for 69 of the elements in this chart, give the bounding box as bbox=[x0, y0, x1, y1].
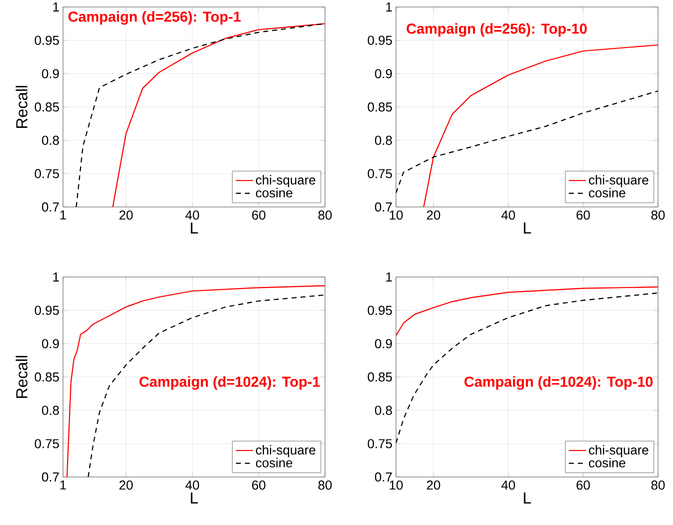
y-tick-label: 0.7 bbox=[42, 472, 59, 482]
y-tick-label: 0.95 bbox=[368, 36, 392, 45]
x-tick-label: 40 bbox=[501, 210, 515, 220]
y-tick-label: 0.8 bbox=[374, 136, 392, 145]
y-tick-label: 1 bbox=[53, 272, 59, 282]
y-tick-label: 0.75 bbox=[34, 439, 59, 448]
x-tick-label: 1 bbox=[60, 210, 66, 220]
y-tick-label: 0.75 bbox=[34, 169, 59, 178]
text: Campaign (d=256): Top-10 bbox=[406, 23, 587, 37]
y-tick-label: 0.95 bbox=[368, 306, 392, 315]
y-axis-title: Recall bbox=[16, 86, 28, 128]
y-tick-label: 0.75 bbox=[368, 439, 392, 448]
x-tick-label: 10 bbox=[390, 480, 403, 490]
legend-label: chi-square bbox=[256, 175, 316, 188]
legend-label: cosine bbox=[256, 188, 292, 198]
line-series bbox=[423, 44, 658, 207]
y-tick-label: 1 bbox=[53, 2, 59, 12]
x-tick-label: 60 bbox=[252, 210, 266, 220]
x-axis-title: L bbox=[524, 492, 531, 504]
y-tick-label: 0.7 bbox=[374, 202, 392, 212]
x-tick-label: 40 bbox=[185, 480, 200, 490]
chart-title: Campaign (d=256): Top-1 bbox=[68, 11, 241, 25]
x-tick-label: 20 bbox=[119, 210, 133, 220]
legend-label: chi-square bbox=[256, 445, 316, 458]
y-tick-label: 0.9 bbox=[42, 339, 59, 348]
legend-label: cosine bbox=[256, 458, 292, 468]
y-tick-label: 0.9 bbox=[374, 339, 392, 348]
y-tick-label: 0.7 bbox=[374, 472, 392, 482]
y-tick-label: 0.95 bbox=[34, 36, 59, 45]
legend-label: chi-square bbox=[588, 445, 648, 458]
y-tick-label: 0.85 bbox=[34, 102, 59, 112]
x-tick-label: 60 bbox=[576, 480, 590, 490]
x-tick-label: 1 bbox=[60, 480, 66, 490]
y-tick-label: 0.85 bbox=[368, 102, 392, 112]
y-tick-label: 0.85 bbox=[368, 372, 392, 382]
y-tick-label: 0.75 bbox=[368, 169, 392, 178]
legend-label: cosine bbox=[588, 458, 626, 468]
y-tick-label: 0.9 bbox=[374, 69, 392, 78]
text: Campaign (d=1024): Top-1 bbox=[140, 376, 320, 390]
y-tick-label: 0.8 bbox=[42, 136, 59, 145]
y-tick-label: 0.85 bbox=[34, 372, 59, 382]
x-tick-label: 80 bbox=[651, 210, 665, 220]
line-series bbox=[396, 286, 658, 336]
x-tick-label: 60 bbox=[576, 210, 590, 220]
y-tick-label: 0.8 bbox=[42, 406, 59, 415]
y-tick-label: 0.95 bbox=[34, 306, 59, 315]
x-tick-label: 80 bbox=[651, 480, 665, 490]
x-axis-title: L bbox=[524, 222, 531, 234]
x-tick-label: 80 bbox=[318, 210, 332, 220]
legend-label: cosine bbox=[588, 188, 626, 198]
x-tick-label: 20 bbox=[119, 480, 133, 490]
legend-label: chi-square bbox=[588, 175, 648, 188]
x-axis-title: L bbox=[190, 222, 198, 234]
y-tick-label: 0.7 bbox=[42, 202, 59, 212]
line-series bbox=[396, 292, 658, 444]
y-tick-label: 0.8 bbox=[374, 406, 392, 415]
x-tick-label: 40 bbox=[501, 480, 515, 490]
x-tick-label: 20 bbox=[426, 210, 440, 220]
x-tick-label: 80 bbox=[318, 480, 332, 490]
x-tick-label: 40 bbox=[185, 210, 200, 220]
x-tick-label: 60 bbox=[252, 480, 266, 490]
y-tick-label: 1 bbox=[386, 272, 392, 282]
x-tick-label: 10 bbox=[390, 210, 403, 220]
y-tick-label: 0.9 bbox=[42, 69, 59, 78]
x-tick-label: 20 bbox=[426, 480, 440, 490]
y-axis-title: Recall bbox=[16, 356, 28, 398]
x-axis-title: L bbox=[190, 492, 198, 504]
y-tick-label: 1 bbox=[386, 2, 392, 12]
text: Campaign (d=1024): Top-10 bbox=[464, 376, 653, 390]
